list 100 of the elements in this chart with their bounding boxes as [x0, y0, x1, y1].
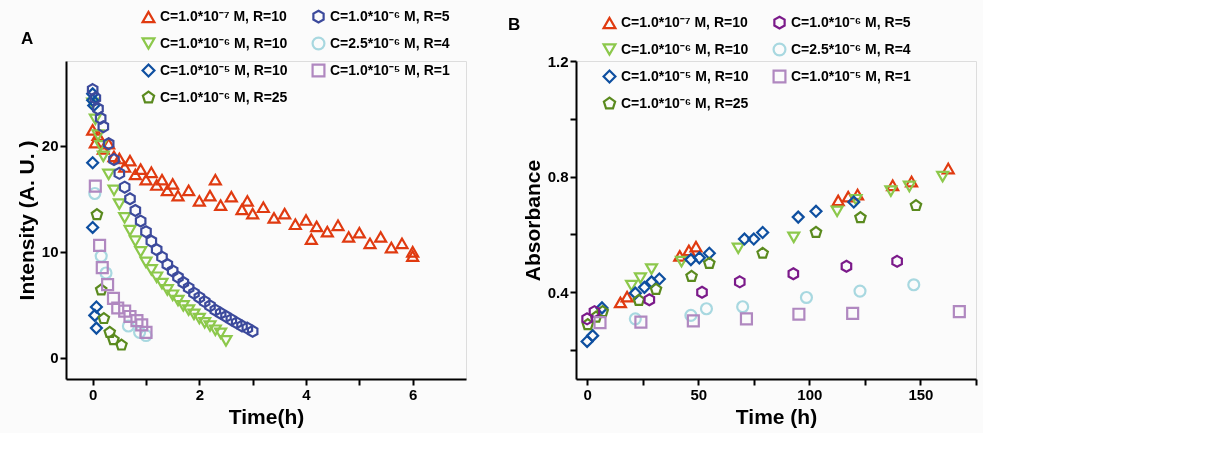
point [589, 310, 603, 323]
point [113, 166, 126, 180]
point [111, 301, 125, 315]
point [88, 113, 102, 126]
point [101, 278, 115, 292]
point [86, 156, 100, 170]
point [310, 220, 324, 233]
point [155, 173, 169, 186]
point [166, 178, 180, 190]
point [86, 124, 100, 136]
point [220, 309, 232, 324]
point [171, 294, 185, 307]
point [130, 314, 144, 328]
point [171, 189, 185, 202]
point [118, 180, 131, 194]
legend-label: C=1.0*10⁻⁶ M, R=5 [330, 7, 450, 24]
y-axis-title: Absorbance [520, 159, 544, 282]
legend-label: C=1.0*10⁻⁷ M, R=10 [621, 13, 748, 30]
point [246, 324, 259, 338]
point [182, 304, 196, 316]
x-tick-label: 6 [408, 385, 418, 403]
point [685, 269, 698, 282]
legend-label: C=1.0*10⁻⁶ M, R=25 [160, 88, 288, 105]
point [841, 190, 855, 203]
point [256, 201, 270, 214]
point [134, 214, 147, 228]
point [581, 318, 595, 331]
point [86, 220, 100, 234]
point [792, 307, 806, 321]
point [689, 240, 703, 253]
legend-label: C=1.0*10⁻⁵ M, R=10 [160, 61, 288, 78]
point [363, 237, 377, 250]
point [88, 179, 102, 193]
point [267, 212, 281, 224]
point [628, 312, 642, 326]
point [674, 255, 689, 268]
point [139, 173, 153, 186]
point [155, 277, 169, 290]
point [634, 315, 648, 329]
point [123, 154, 137, 167]
point [88, 308, 102, 322]
point [90, 208, 104, 221]
point [219, 335, 233, 347]
legend-label: C=2.5*10⁻⁶ M, R=4 [791, 40, 911, 57]
text: A [21, 29, 34, 48]
point [203, 189, 217, 202]
point [235, 203, 249, 216]
point [846, 306, 860, 320]
point [118, 161, 132, 173]
point [176, 300, 190, 312]
point [214, 199, 228, 211]
point [128, 235, 142, 248]
legend-label: C=1.0*10⁻⁵ M, R=10 [621, 67, 749, 84]
point [236, 319, 248, 333]
legend-label: C=1.0*10⁻⁷ M, R=10 [160, 7, 287, 24]
point [182, 281, 195, 295]
point [187, 308, 201, 321]
point [703, 256, 716, 269]
point [134, 245, 148, 258]
point [144, 263, 158, 276]
point [224, 190, 238, 203]
point [643, 293, 656, 307]
point [374, 231, 388, 243]
point [652, 272, 666, 286]
point [150, 243, 163, 257]
point [831, 194, 845, 207]
legend-label: C=1.0*10⁻⁶ M, R=5 [791, 13, 911, 30]
point [737, 232, 752, 246]
point [133, 325, 147, 339]
point [320, 225, 334, 238]
point [644, 263, 659, 275]
point [102, 168, 116, 181]
point [88, 186, 102, 201]
point [107, 333, 120, 346]
point [240, 195, 254, 207]
point [160, 284, 174, 296]
point [96, 150, 110, 163]
point [166, 289, 180, 302]
point [352, 226, 366, 239]
point [853, 284, 867, 298]
point [686, 314, 700, 328]
point [692, 251, 706, 265]
point [93, 238, 107, 253]
point [106, 291, 121, 306]
point [840, 259, 853, 273]
point [580, 334, 594, 348]
point [756, 225, 770, 240]
point [288, 218, 302, 231]
y-tick-label: 0 [50, 349, 59, 367]
point [182, 184, 196, 197]
point [139, 256, 153, 269]
point [108, 153, 120, 167]
text: B [508, 15, 521, 34]
point [787, 231, 801, 244]
point [699, 302, 714, 316]
point [637, 280, 652, 294]
point [384, 241, 398, 254]
point [581, 312, 593, 326]
x-axis-title: Time(h) [228, 404, 305, 428]
point [702, 246, 716, 260]
